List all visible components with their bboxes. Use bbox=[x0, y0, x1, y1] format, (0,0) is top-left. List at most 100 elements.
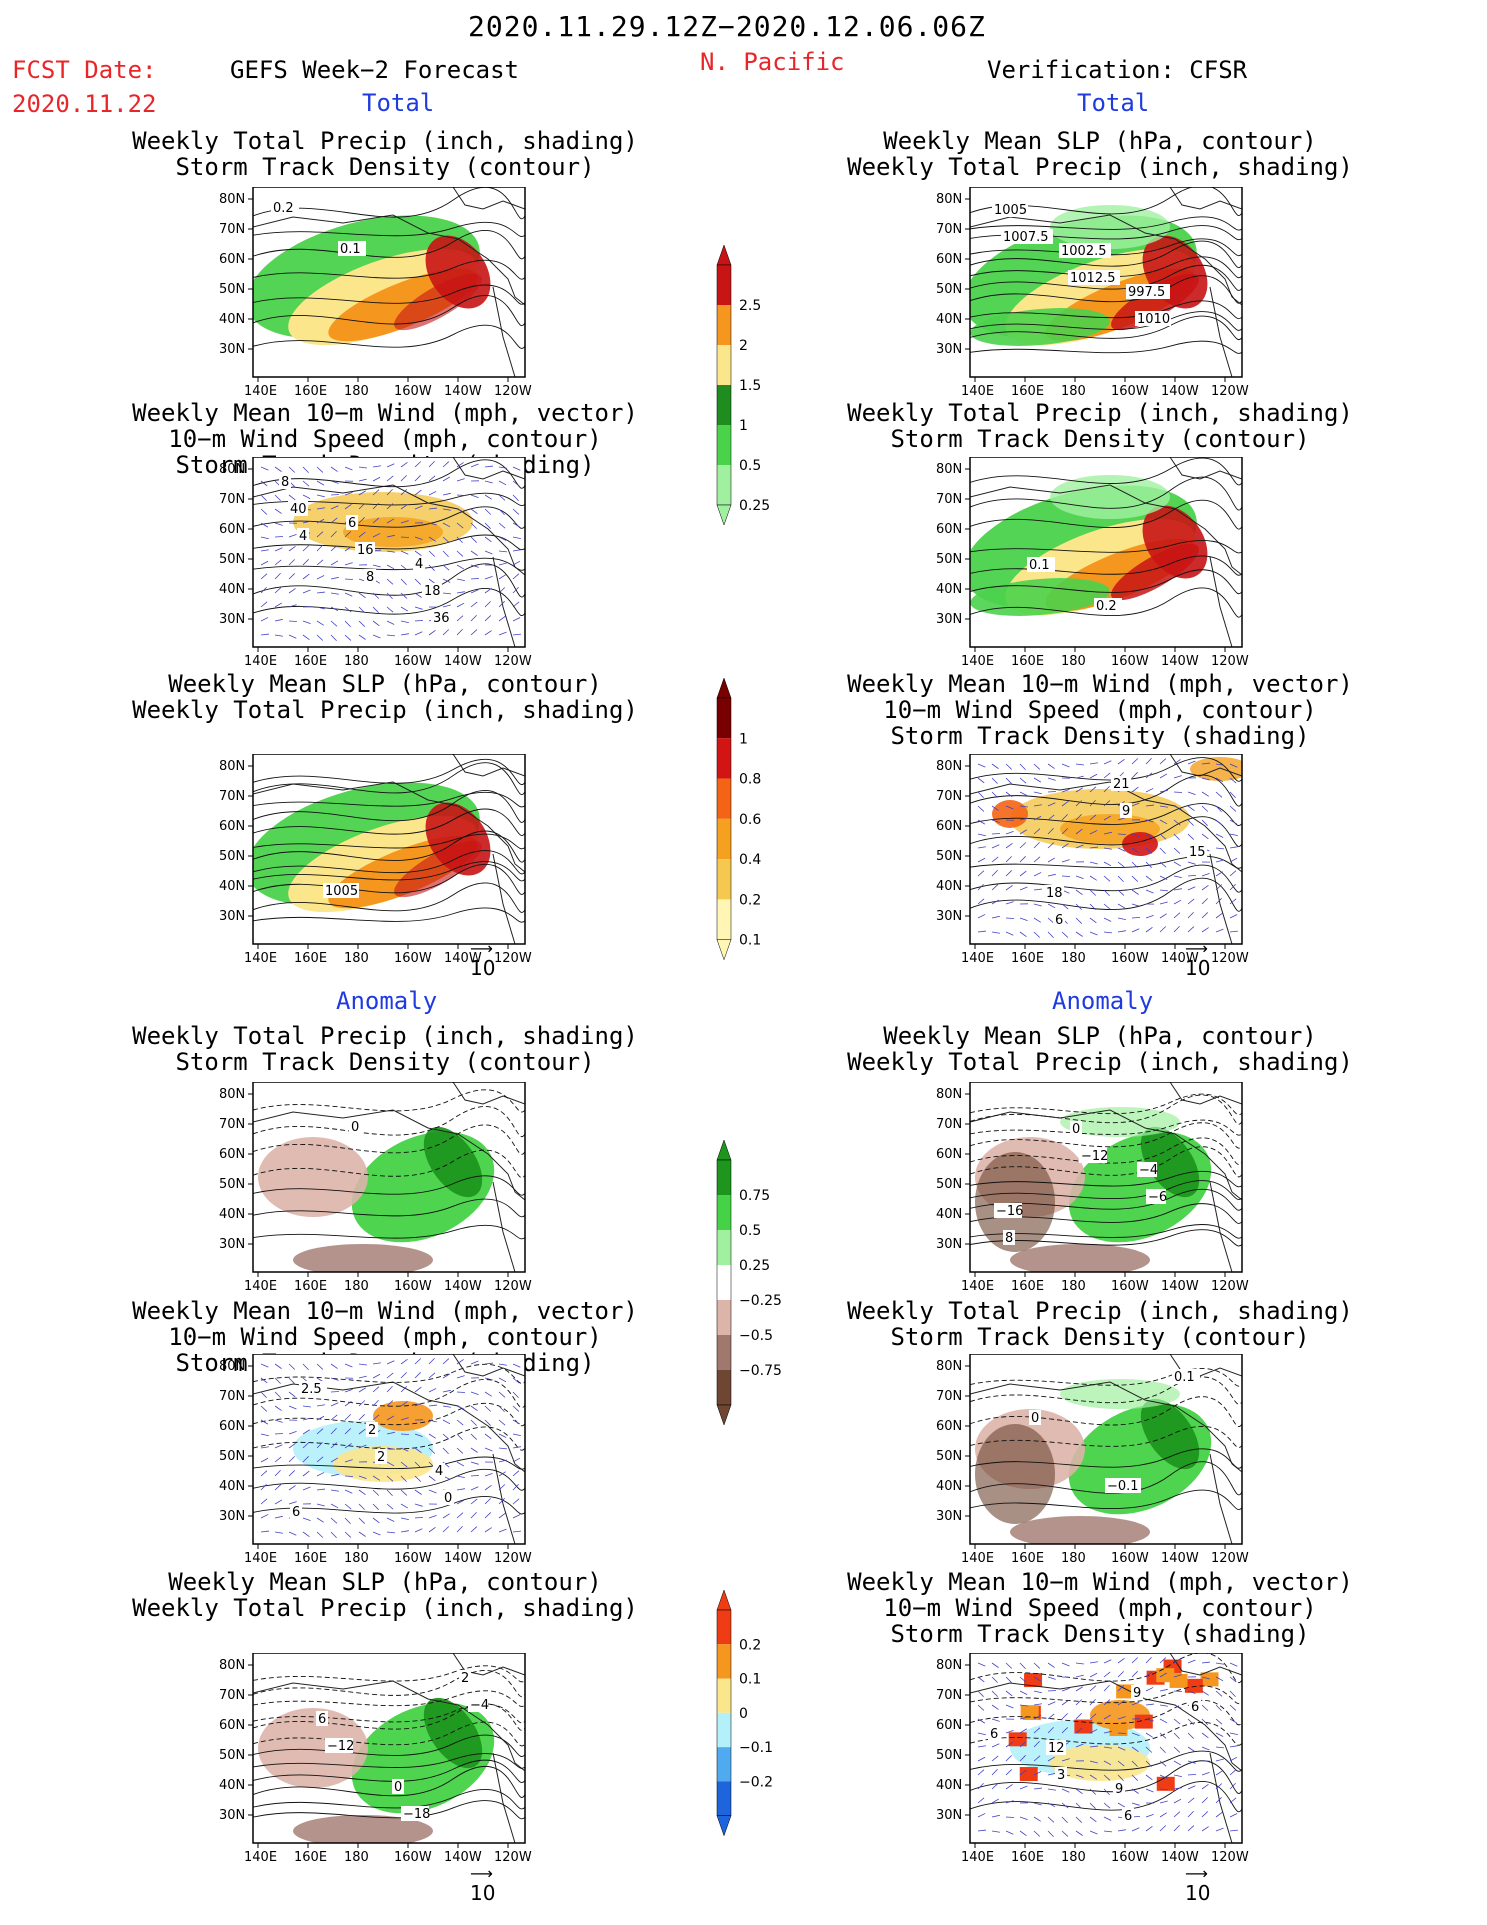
lon-label: 140E bbox=[244, 1850, 277, 1865]
wind-vector bbox=[330, 1428, 337, 1435]
wind-vector bbox=[1033, 1662, 1041, 1669]
wind-vector bbox=[400, 550, 409, 555]
wind-vector bbox=[512, 494, 519, 502]
contour-line bbox=[253, 907, 525, 923]
wind-vector bbox=[414, 578, 422, 585]
wind-vector bbox=[330, 606, 339, 612]
panel-title-line: Storm Track Density (shading) bbox=[890, 1620, 1310, 1648]
contour-line bbox=[970, 587, 1242, 618]
contour-label-text: 18 bbox=[1046, 886, 1063, 901]
wind-vector bbox=[1033, 1830, 1041, 1837]
wind-vector bbox=[1145, 1687, 1154, 1692]
contour-line bbox=[253, 563, 525, 598]
wind-vector bbox=[512, 549, 521, 552]
contour-line bbox=[253, 1690, 525, 1707]
wind-vector bbox=[414, 620, 424, 622]
wind-vector bbox=[1061, 801, 1069, 807]
section-anomaly-left: Anomaly bbox=[336, 987, 438, 1015]
wind-vector bbox=[442, 1433, 450, 1440]
lat-label: 40N bbox=[936, 1778, 962, 1793]
shading-area bbox=[970, 578, 1110, 616]
coastline bbox=[1209, 286, 1233, 377]
wind-vector bbox=[1061, 843, 1069, 849]
wind-reference-value: 10 bbox=[470, 1881, 496, 1905]
lat-label: 70N bbox=[219, 1688, 245, 1703]
wind-vector bbox=[1215, 1811, 1223, 1818]
wind-vector bbox=[512, 522, 521, 528]
wind-vector bbox=[1005, 805, 1014, 810]
wind-vector bbox=[977, 846, 986, 849]
wind-vector bbox=[358, 1428, 366, 1435]
wind-vector bbox=[1159, 847, 1166, 855]
wind-vector bbox=[456, 462, 464, 468]
wind-vector bbox=[386, 550, 395, 553]
lon-label: 140E bbox=[961, 1850, 994, 1865]
wind-vector bbox=[470, 589, 479, 594]
wind-vector bbox=[1075, 1743, 1084, 1748]
contour-line bbox=[970, 1368, 1242, 1387]
wind-vector bbox=[1173, 1718, 1181, 1725]
lat-label: 30N bbox=[936, 342, 962, 357]
wind-vector bbox=[400, 1475, 407, 1483]
contour-line bbox=[253, 833, 525, 850]
contour-line bbox=[970, 457, 1242, 486]
contour-label-text: 0 bbox=[1031, 1411, 1039, 1426]
lat-label: 70N bbox=[936, 492, 962, 507]
lat-label: 40N bbox=[936, 879, 962, 894]
wind-vector bbox=[330, 545, 338, 552]
wind-vector bbox=[1187, 1797, 1195, 1804]
lat-label: 80N bbox=[219, 192, 245, 207]
map-frame bbox=[252, 754, 526, 945]
contour-line bbox=[970, 256, 1242, 279]
wind-vector bbox=[302, 1456, 309, 1463]
shading-area bbox=[425, 802, 491, 876]
colorbar-cap bbox=[716, 244, 732, 266]
wind-vector bbox=[484, 465, 493, 468]
panel-title-line: Storm Track Density (contour) bbox=[890, 425, 1310, 453]
wind-vector bbox=[1033, 1690, 1042, 1694]
wind-vector bbox=[1201, 872, 1210, 877]
wind-vector bbox=[1117, 875, 1124, 883]
wind-vector bbox=[1187, 886, 1196, 891]
wind-vector bbox=[344, 492, 353, 496]
colorbar-tick: 0.8 bbox=[739, 772, 761, 788]
wind-vector bbox=[316, 507, 325, 510]
wind-vector bbox=[414, 1528, 423, 1533]
wind-vector bbox=[1215, 777, 1224, 783]
contour-label: 16 bbox=[355, 542, 375, 558]
coastline bbox=[492, 853, 516, 944]
wind-vector bbox=[400, 520, 409, 524]
wind-vector bbox=[1033, 931, 1041, 938]
lon-label: 160W bbox=[1111, 384, 1149, 399]
wind-vector bbox=[1201, 833, 1209, 840]
wind-vector bbox=[1103, 1760, 1112, 1766]
wind-vector bbox=[358, 634, 366, 640]
contour-label: 1005 bbox=[323, 883, 359, 899]
wind-vector bbox=[330, 1503, 339, 1509]
wind-vector bbox=[1033, 872, 1042, 877]
wind-vector bbox=[400, 462, 408, 468]
wind-vector bbox=[1173, 1732, 1180, 1740]
wind-vector bbox=[1159, 875, 1168, 880]
coastline bbox=[492, 286, 516, 377]
wind-vector bbox=[1215, 871, 1223, 877]
wind-vector bbox=[316, 1456, 324, 1463]
wind-vector bbox=[288, 1501, 297, 1505]
lat-label: 50N bbox=[219, 282, 245, 297]
wind-vector bbox=[428, 475, 436, 482]
colorbar-segment bbox=[717, 1644, 731, 1679]
wind-vector bbox=[344, 1489, 353, 1494]
wind-vector bbox=[386, 1475, 394, 1482]
wind-vector bbox=[344, 1389, 353, 1393]
panel-title-line: Weekly Total Precip (inch, shading) bbox=[132, 1022, 638, 1050]
shading-cell bbox=[1109, 1722, 1128, 1737]
wind-vector bbox=[1117, 817, 1126, 821]
wind-vector bbox=[260, 522, 269, 528]
contour-label-text: 0.1 bbox=[340, 242, 361, 257]
wind-vector bbox=[484, 1512, 492, 1519]
wind-vector bbox=[1103, 1730, 1112, 1734]
wind-vector bbox=[1159, 1788, 1168, 1791]
wind-vector bbox=[1215, 1718, 1223, 1725]
wind-vector bbox=[1131, 1788, 1139, 1794]
contour-label-text: 0.1 bbox=[1029, 558, 1050, 573]
